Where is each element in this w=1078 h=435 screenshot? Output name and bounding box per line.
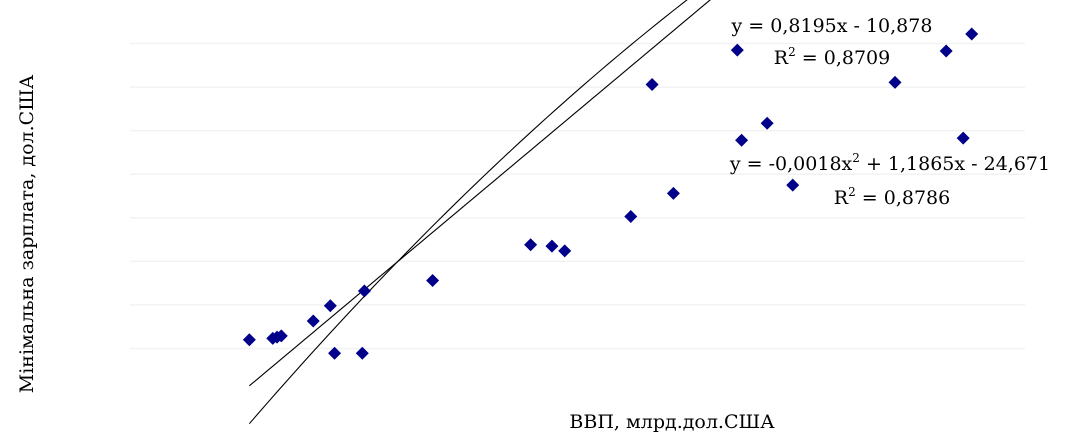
poly-r2-prefix: R — [834, 187, 849, 209]
linear-equation-label: y = 0,8195x - 10,878 — [731, 15, 933, 37]
linear-trendline — [248, 0, 711, 387]
data-point — [426, 273, 440, 287]
data-point — [624, 209, 638, 223]
poly-r2-label: R2 = 0,8786 — [834, 185, 950, 209]
x-axis-title: ВВП, млрд.дол.США — [569, 411, 775, 433]
data-point — [730, 43, 744, 57]
data-point — [735, 133, 749, 147]
data-point — [323, 299, 337, 313]
linear-r2-sup: 2 — [788, 45, 796, 59]
poly-r2-value: = 0,8786 — [856, 187, 950, 209]
data-point — [558, 244, 572, 258]
poly-equation-label: y = -0,0018x2 + 1,1865x - 24,671 — [729, 151, 1050, 175]
poly-equation-post: + 1,1865x - 24,671 — [860, 153, 1050, 175]
data-point — [357, 284, 371, 298]
data-point — [666, 186, 680, 200]
data-point — [242, 333, 256, 347]
poly-equation-pre: y = -0,0018x — [729, 153, 853, 175]
poly-equation-sup: 2 — [852, 151, 860, 165]
data-point — [939, 44, 953, 58]
data-point — [956, 131, 970, 145]
linear-r2-label: R2 = 0,8709 — [774, 45, 890, 69]
data-point — [645, 77, 659, 91]
data-point — [328, 346, 342, 360]
data-point — [888, 75, 902, 89]
linear-r2-prefix: R — [774, 47, 789, 69]
data-point — [545, 239, 559, 253]
data-points — [242, 27, 979, 360]
data-point — [786, 178, 800, 192]
poly-r2-sup: 2 — [848, 185, 856, 199]
linear-r2-value: = 0,8709 — [796, 47, 890, 69]
data-point — [760, 116, 774, 130]
y-axis-title: Мінімальна зарплата, дол.США — [16, 74, 38, 393]
data-point — [524, 238, 538, 252]
data-point — [965, 27, 979, 41]
data-point — [306, 314, 320, 328]
data-point — [274, 329, 288, 343]
gridlines — [130, 42, 1025, 350]
data-point — [355, 346, 369, 360]
